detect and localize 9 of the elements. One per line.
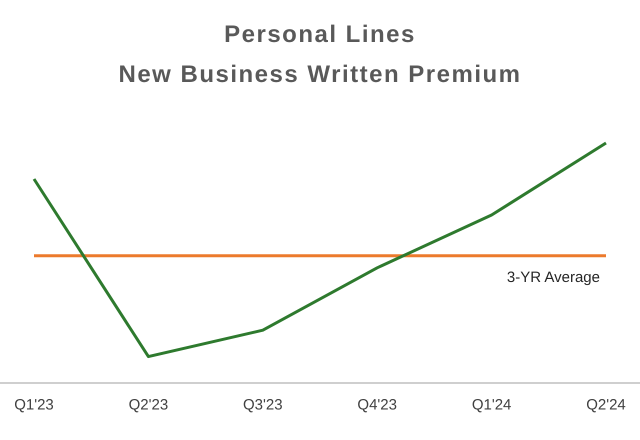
ref-line-label: 3-YR Average <box>506 268 600 286</box>
x-tick-label: Q2'24 <box>586 396 626 414</box>
x-tick-label: Q3'23 <box>243 396 283 414</box>
x-tick-label: Q1'24 <box>472 396 512 414</box>
x-tick-label: Q2'23 <box>128 396 168 414</box>
chart-subtitle: New Business Written Premium <box>118 61 522 88</box>
x-tick-label: Q4'23 <box>357 396 397 414</box>
chart-title: Personal Lines <box>224 21 416 48</box>
x-tick-label: Q1'23 <box>14 396 54 414</box>
